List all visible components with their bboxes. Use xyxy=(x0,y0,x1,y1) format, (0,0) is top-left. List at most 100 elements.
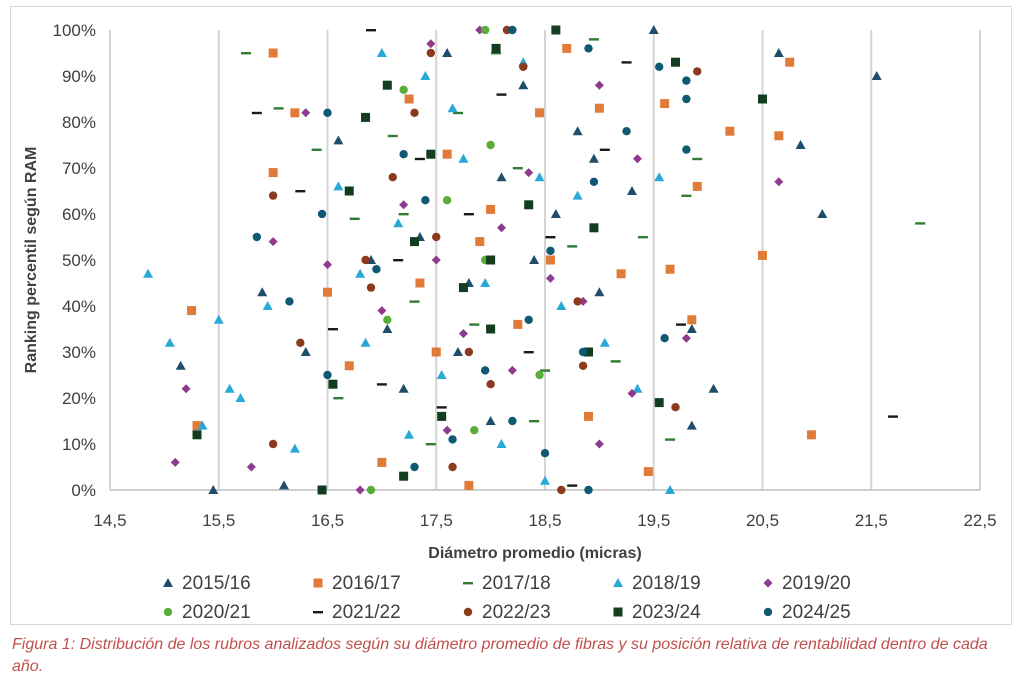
data-point xyxy=(273,107,284,110)
data-point xyxy=(377,306,387,316)
data-point xyxy=(665,485,676,494)
data-point xyxy=(240,52,251,55)
data-point xyxy=(246,462,256,472)
data-point xyxy=(410,237,419,247)
data-point xyxy=(393,218,404,228)
data-point xyxy=(414,157,425,161)
x-tick-label: 21,5 xyxy=(855,511,888,530)
data-point xyxy=(361,112,371,122)
data-point xyxy=(519,62,528,71)
data-point xyxy=(588,38,599,41)
data-point xyxy=(540,369,550,372)
scatter-chart: 14,5 15,5 16,5 17,5 18,5 19,5 20,5 21,5 22,5 0% 10… xyxy=(23,21,997,623)
x-tick-label: 18,5 xyxy=(528,511,561,530)
data-point xyxy=(675,323,686,326)
data-point xyxy=(355,485,365,495)
x-tick-label: 17,5 xyxy=(420,511,453,530)
data-point xyxy=(497,223,506,233)
data-point xyxy=(671,403,680,412)
data-point xyxy=(681,333,691,343)
data-point xyxy=(410,462,419,472)
data-point xyxy=(464,480,474,490)
data-point xyxy=(545,255,555,265)
data-point xyxy=(344,186,354,196)
data-point xyxy=(268,168,278,178)
data-point xyxy=(431,255,441,265)
data-point xyxy=(508,416,517,426)
data-point xyxy=(366,283,376,292)
data-point xyxy=(453,347,463,356)
data-point xyxy=(415,278,425,288)
data-point xyxy=(534,172,545,182)
data-point xyxy=(491,43,501,53)
data-point xyxy=(686,420,697,430)
x-tick-label: 14,5 xyxy=(93,511,126,530)
y-tick-label: 60% xyxy=(62,205,96,224)
data-point xyxy=(589,177,599,186)
data-point xyxy=(632,154,642,164)
data-point xyxy=(458,283,468,293)
data-point xyxy=(268,48,278,58)
legend-label: 2021/22 xyxy=(332,602,401,623)
data-point xyxy=(524,200,534,210)
data-point xyxy=(300,347,311,356)
data-point xyxy=(557,485,566,495)
data-point xyxy=(328,379,338,389)
data-point xyxy=(589,223,599,233)
data-point xyxy=(562,43,572,53)
y-tick-label: 30% xyxy=(62,343,96,362)
legend-label: 2016/17 xyxy=(332,573,401,594)
data-point xyxy=(686,324,697,333)
data-point xyxy=(491,52,502,55)
data-point xyxy=(871,71,882,80)
data-point xyxy=(164,337,175,347)
data-point xyxy=(382,80,392,90)
data-point xyxy=(399,150,408,159)
legend-label: 2019/20 xyxy=(782,573,851,594)
data-point xyxy=(588,153,599,163)
data-point xyxy=(143,268,154,278)
data-point xyxy=(317,485,327,495)
data-point xyxy=(594,439,604,449)
data-point xyxy=(540,449,550,458)
legend-marker xyxy=(463,607,473,617)
data-point xyxy=(682,76,691,85)
data-point xyxy=(311,148,322,151)
data-point xyxy=(529,255,540,264)
data-point xyxy=(170,457,180,467)
data-point xyxy=(398,213,409,216)
data-point xyxy=(262,301,273,310)
x-axis-title: Diámetro promedio (micras) xyxy=(428,545,641,562)
data-point xyxy=(268,191,278,200)
data-point xyxy=(448,435,457,444)
data-point xyxy=(442,196,452,205)
data-point xyxy=(496,93,507,96)
data-point xyxy=(296,338,305,347)
data-point xyxy=(567,245,578,248)
data-point xyxy=(785,57,795,67)
legend-marker xyxy=(313,578,323,588)
data-point xyxy=(360,337,371,347)
y-tick-label: 90% xyxy=(62,67,96,86)
y-tick-label: 100% xyxy=(53,21,96,40)
data-point xyxy=(610,360,621,363)
data-point xyxy=(181,384,191,394)
data-point xyxy=(616,269,626,279)
data-point xyxy=(567,484,578,487)
data-point xyxy=(692,181,702,191)
data-point xyxy=(643,467,653,477)
data-point xyxy=(388,173,397,182)
data-point xyxy=(692,157,703,161)
data-point xyxy=(464,347,474,357)
data-point xyxy=(774,177,784,187)
data-point xyxy=(268,439,278,449)
data-point xyxy=(470,426,479,435)
data-point xyxy=(192,421,202,431)
data-point xyxy=(404,94,414,104)
data-point xyxy=(665,438,676,441)
data-point xyxy=(366,485,376,495)
data-point xyxy=(485,416,496,425)
data-point xyxy=(393,259,404,262)
data-point xyxy=(192,430,202,440)
data-point xyxy=(556,301,567,310)
